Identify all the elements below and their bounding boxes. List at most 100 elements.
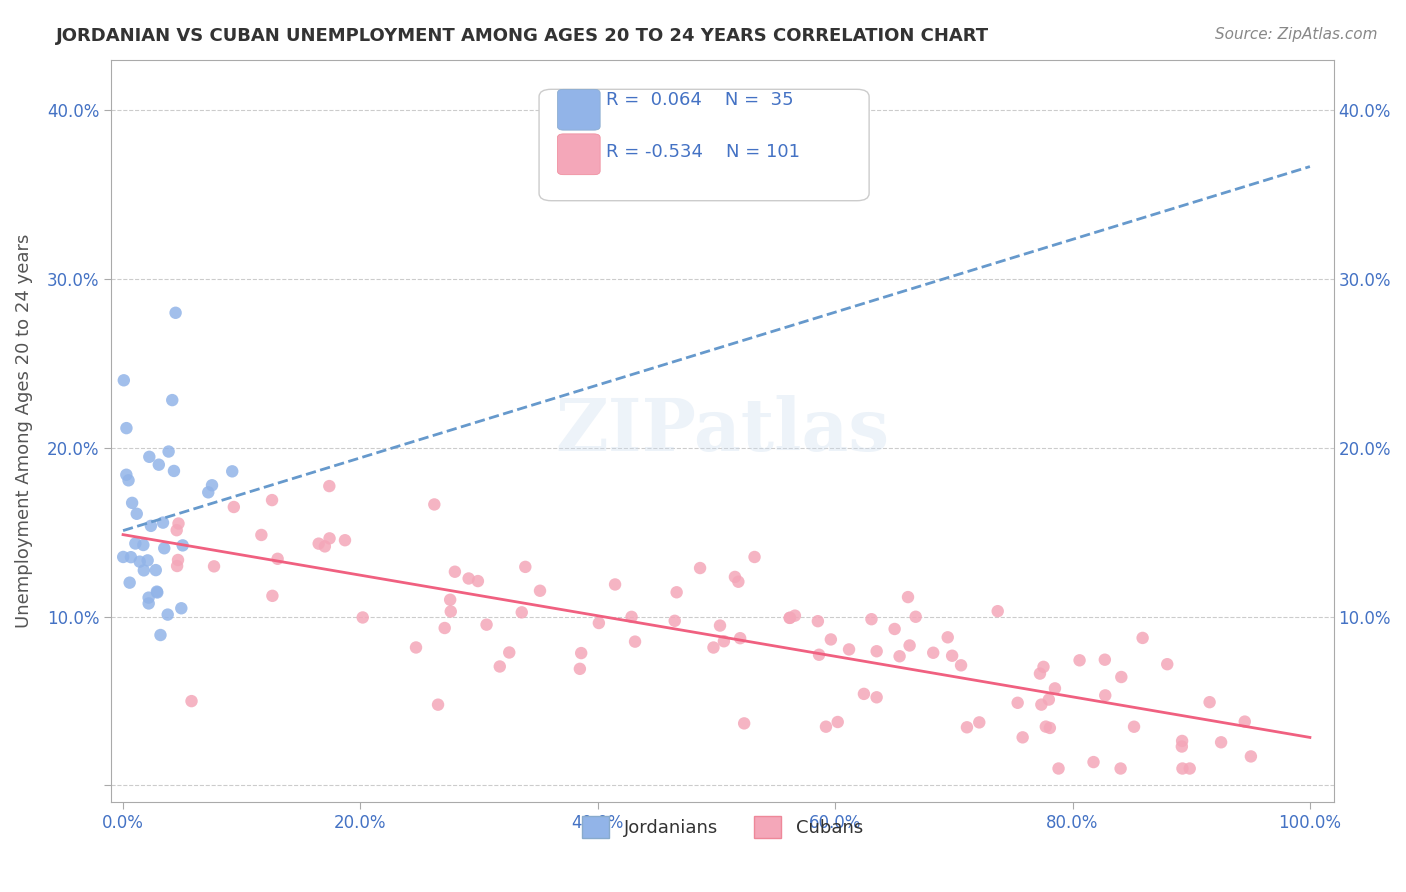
Point <box>1171 739 1194 754</box>
Point <box>1035 720 1057 734</box>
Point <box>423 498 446 512</box>
Point <box>702 640 724 655</box>
FancyBboxPatch shape <box>557 89 600 130</box>
Point <box>318 532 340 546</box>
Point <box>314 540 336 554</box>
Point <box>1083 755 1105 769</box>
Text: JORDANIAN VS CUBAN UNEMPLOYMENT AMONG AGES 20 TO 24 YEARS CORRELATION CHART: JORDANIAN VS CUBAN UNEMPLOYMENT AMONG AG… <box>56 27 990 45</box>
Point <box>664 614 686 628</box>
Point <box>433 621 456 635</box>
Point <box>1233 714 1256 729</box>
Point <box>152 516 174 530</box>
Point <box>308 536 330 550</box>
Point <box>588 615 610 630</box>
Point <box>852 687 875 701</box>
Point <box>1198 695 1220 709</box>
Point <box>967 715 990 730</box>
Point <box>808 648 831 662</box>
Text: R =  0.064    N =  35: R = 0.064 N = 35 <box>606 92 794 110</box>
Point <box>467 574 489 588</box>
Point <box>956 720 979 734</box>
Point <box>120 550 142 565</box>
Point <box>250 528 273 542</box>
Point <box>498 645 520 659</box>
Point <box>515 560 537 574</box>
Point <box>1123 720 1146 734</box>
Point <box>156 607 179 622</box>
Point <box>457 572 479 586</box>
Point <box>529 583 551 598</box>
Point <box>170 601 193 615</box>
Point <box>167 516 190 531</box>
Point <box>166 559 188 574</box>
Point <box>138 450 160 464</box>
Point <box>941 648 963 663</box>
Point <box>318 479 340 493</box>
Point <box>820 632 842 647</box>
Point <box>201 478 224 492</box>
Point <box>728 631 751 645</box>
Point <box>221 464 243 478</box>
Point <box>814 720 837 734</box>
Point <box>139 519 162 533</box>
Point <box>167 553 190 567</box>
Point <box>427 698 450 712</box>
Point <box>950 658 973 673</box>
Point <box>569 646 592 660</box>
Point <box>1007 696 1029 710</box>
Point <box>148 458 170 472</box>
Point <box>162 393 184 408</box>
FancyBboxPatch shape <box>538 89 869 201</box>
Point <box>1032 660 1054 674</box>
Point <box>475 617 498 632</box>
Point <box>936 630 959 644</box>
Point <box>897 590 920 604</box>
Point <box>165 306 187 320</box>
Point <box>163 464 186 478</box>
Point <box>1094 689 1116 703</box>
Point <box>779 611 801 625</box>
Point <box>1011 731 1033 745</box>
Point <box>603 577 626 591</box>
Point <box>724 570 747 584</box>
Point <box>624 634 647 648</box>
Point <box>779 611 801 625</box>
Point <box>866 644 889 658</box>
Point <box>860 612 883 626</box>
Point <box>352 610 374 624</box>
Point <box>132 538 155 552</box>
Point <box>118 575 141 590</box>
Point <box>568 662 591 676</box>
Point <box>1094 653 1116 667</box>
Point <box>444 565 467 579</box>
Point <box>138 597 160 611</box>
Text: Source: ZipAtlas.com: Source: ZipAtlas.com <box>1215 27 1378 42</box>
Point <box>172 538 194 552</box>
Point <box>510 606 533 620</box>
Point <box>117 473 139 487</box>
Point <box>262 589 284 603</box>
Point <box>1156 657 1178 672</box>
Point <box>1047 762 1070 776</box>
Point <box>1171 734 1194 748</box>
Point <box>146 584 169 599</box>
Legend: Jordanians, Cubans: Jordanians, Cubans <box>575 809 870 846</box>
Point <box>1132 631 1154 645</box>
Point <box>157 444 180 458</box>
Point <box>333 533 356 548</box>
Point <box>709 618 731 632</box>
Point <box>488 659 510 673</box>
Point <box>1109 762 1132 776</box>
Point <box>1043 681 1066 696</box>
Point <box>865 690 887 705</box>
Point <box>1171 762 1194 776</box>
Point <box>197 485 219 500</box>
Y-axis label: Unemployment Among Ages 20 to 24 years: Unemployment Among Ages 20 to 24 years <box>15 234 32 628</box>
Point <box>166 523 188 537</box>
Point <box>827 714 849 729</box>
Point <box>153 541 176 556</box>
FancyBboxPatch shape <box>557 134 600 175</box>
Point <box>1029 666 1052 681</box>
Point <box>807 614 830 628</box>
Point <box>115 421 138 435</box>
